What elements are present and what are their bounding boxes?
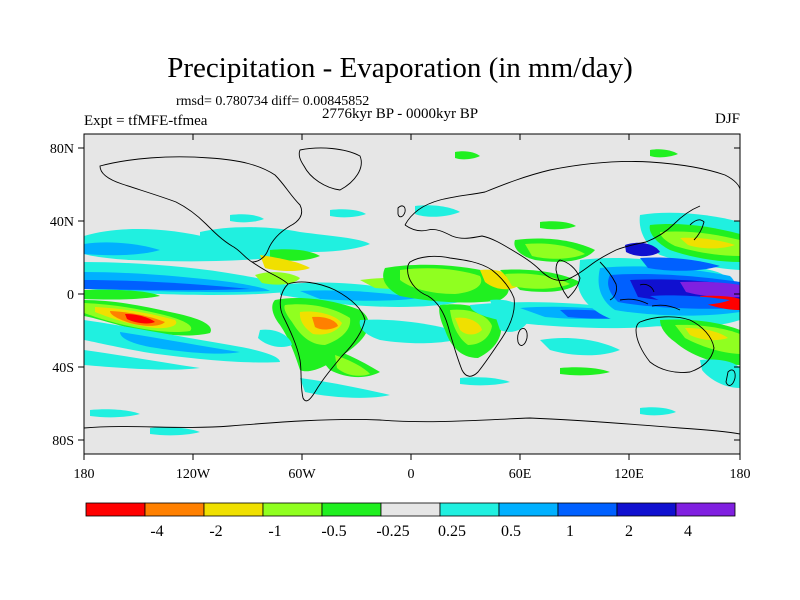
- lon-label-180e: 180: [730, 467, 751, 482]
- colorbar-tick-label: -4: [150, 523, 163, 540]
- period-text: 2776kyr BP - 0000kyr BP: [322, 106, 479, 122]
- colorbar-swatch: [262, 502, 323, 517]
- coastlines: [84, 147, 740, 435]
- colorbar-tick-label: 4: [684, 523, 692, 540]
- lon-label-0: 0: [408, 467, 415, 482]
- colorbar-swatch: [85, 502, 146, 517]
- statistics-text: rmsd= 0.780734 diff= 0.00845852: [176, 94, 370, 109]
- lon-label-120w: 120W: [176, 467, 211, 482]
- colorbar-swatch: [557, 502, 618, 517]
- colorbar-tick-label: 1: [566, 523, 574, 540]
- lon-ticks: [83, 134, 741, 460]
- colorbar-swatch: [203, 502, 264, 517]
- lon-label-60w: 60W: [288, 467, 316, 482]
- lat-label-40n: 40N: [50, 215, 74, 230]
- colorbar-tick-label: -0.5: [321, 523, 346, 540]
- experiment-label: Expt = tfMFE-tfmea: [84, 113, 208, 129]
- contour-fields: [84, 149, 740, 436]
- lat-label-eq: 0: [67, 288, 74, 303]
- colorbar-tick-label: -2: [209, 523, 222, 540]
- colorbar-swatch: [321, 502, 382, 517]
- colorbar-swatch: [616, 502, 677, 517]
- colorbar-swatch: [498, 502, 559, 517]
- colorbar-swatch: [675, 502, 736, 517]
- lon-label-120e: 120E: [614, 467, 644, 482]
- lat-ticks: [78, 147, 740, 441]
- colorbar-swatch: [439, 502, 500, 517]
- lat-label-80s: 80S: [52, 434, 74, 449]
- colorbar-labels: -4 -2 -1 -0.5 -0.25 0.25 0.5 1 2 4: [150, 523, 692, 540]
- lon-label-60e: 60E: [509, 467, 532, 482]
- colorbar-tick-label: -0.25: [376, 523, 409, 540]
- season-label: DJF: [714, 111, 740, 127]
- map-title: Precipitation - Evaporation (in mm/day): [167, 52, 633, 84]
- lat-label-40s: 40S: [52, 361, 74, 376]
- colorbar-swatch: [144, 502, 205, 517]
- colorbar-tick-label: 2: [625, 523, 633, 540]
- colorbar: [85, 502, 736, 517]
- colorbar-swatch: [380, 502, 441, 517]
- colorbar-tick-label: 0.25: [438, 523, 466, 540]
- colorbar-tick-label: -1: [268, 523, 281, 540]
- lat-label-80n: 80N: [50, 142, 74, 157]
- lon-label-180w: 180: [74, 467, 95, 482]
- colorbar-tick-label: 0.5: [501, 523, 521, 540]
